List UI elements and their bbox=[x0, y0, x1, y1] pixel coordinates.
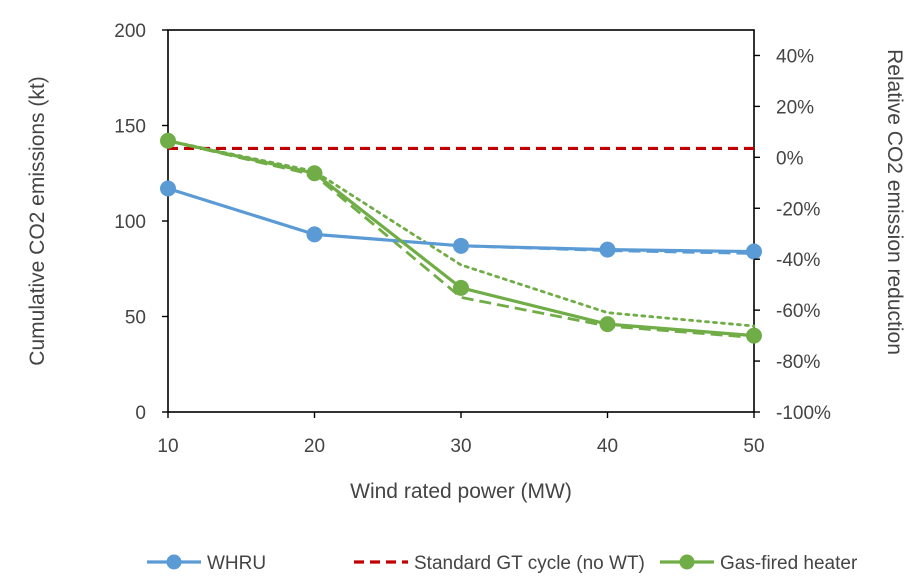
y-tick-label: 200 bbox=[114, 21, 146, 42]
x-tick-label: 30 bbox=[450, 436, 471, 457]
y2-tick-label: 20% bbox=[776, 97, 814, 118]
x-tick-label: 10 bbox=[157, 436, 178, 457]
y2-tick-label: -40% bbox=[776, 250, 820, 271]
legend-marker bbox=[679, 554, 695, 570]
y-tick-label: 150 bbox=[114, 117, 146, 138]
data-point-0-1 bbox=[306, 226, 323, 243]
y-tick-label: 100 bbox=[114, 212, 146, 233]
x-tick-label: 50 bbox=[743, 436, 764, 457]
legend: WHRU Standard GT cycle (no WT) Gas-fired h… bbox=[147, 553, 858, 574]
legend-item: WHRU bbox=[147, 553, 266, 574]
y2-tick-label: -100% bbox=[776, 403, 831, 424]
axis-layer: 0 50 100 150 200 -100% -80% -60% -40% -20% 0% 20% 40… bbox=[114, 21, 831, 457]
data-point-3-1 bbox=[306, 165, 323, 182]
x-tick-label: 20 bbox=[304, 436, 325, 457]
data-point-0-0 bbox=[160, 180, 176, 197]
y2-axis-title: Relative CO2 emission reduction bbox=[883, 49, 906, 355]
legend-label: Gas-fired heater bbox=[720, 553, 858, 574]
y-tick-label: 50 bbox=[125, 308, 146, 329]
legend-label: WHRU bbox=[207, 553, 266, 574]
data-point-3-0 bbox=[160, 132, 176, 149]
legend-item: Standard GT cycle (no WT) bbox=[354, 553, 645, 574]
data-point-3-4 bbox=[746, 327, 762, 344]
data-point-3-3 bbox=[599, 316, 616, 333]
x-tick-label: 40 bbox=[597, 436, 618, 457]
x-axis-title: Wind rated power (MW) bbox=[350, 480, 572, 503]
y2-tick-label: -20% bbox=[776, 199, 820, 220]
y2-tick-label: 40% bbox=[776, 46, 814, 67]
legend-marker bbox=[166, 554, 182, 570]
data-point-0-2 bbox=[453, 237, 469, 254]
data-point-0-3 bbox=[599, 241, 616, 258]
data-point-0-4 bbox=[746, 243, 762, 260]
y2-tick-label: -60% bbox=[776, 301, 820, 322]
y2-tick-label: 0% bbox=[776, 148, 804, 169]
y-axis-title: Cumulative CO2 emissions (kt) bbox=[26, 76, 49, 365]
data-point-3-2 bbox=[453, 279, 469, 296]
legend-item: Gas-fired heater bbox=[660, 553, 858, 574]
series-layer bbox=[160, 132, 762, 344]
legend-label: Standard GT cycle (no WT) bbox=[414, 553, 645, 574]
y-tick-label: 0 bbox=[135, 403, 146, 424]
y2-tick-label: -80% bbox=[776, 352, 820, 373]
